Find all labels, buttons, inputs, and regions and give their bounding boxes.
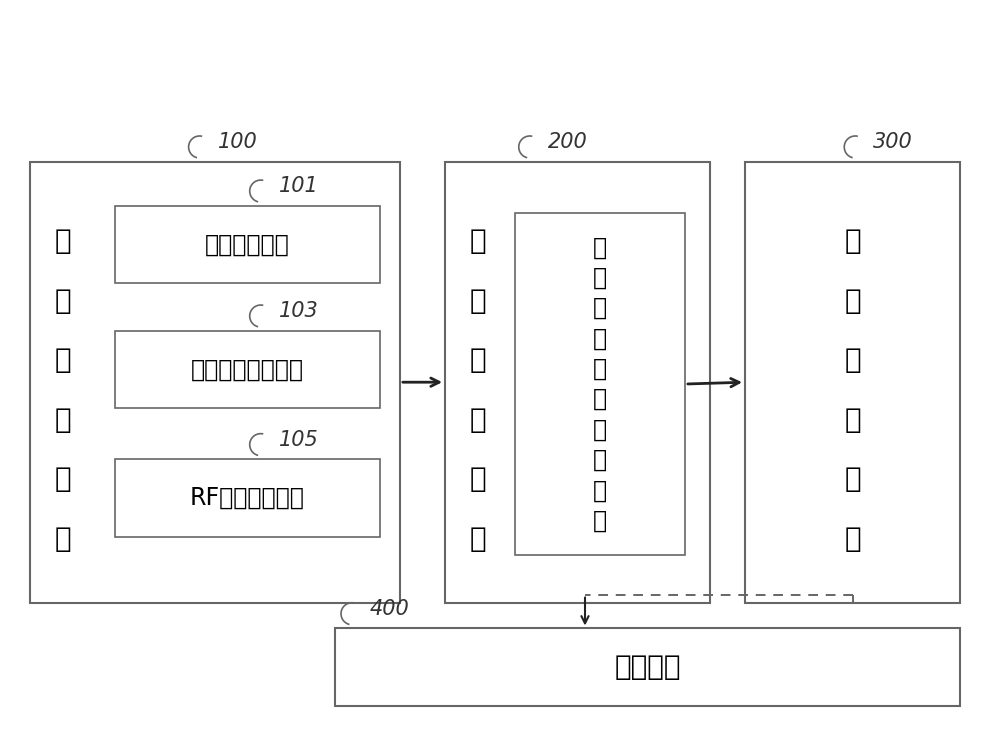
Text: 监: 监 [593, 417, 607, 442]
Bar [115, 459, 380, 537]
Text: 块: 块 [470, 525, 486, 553]
Text: 量: 量 [593, 387, 607, 411]
Text: 数: 数 [470, 227, 486, 255]
Text: 101: 101 [279, 176, 318, 196]
Text: 化: 化 [593, 326, 607, 351]
Text: 模: 模 [470, 465, 486, 493]
Text: 电压监测单元: 电压监测单元 [205, 232, 290, 257]
Bar [515, 213, 685, 555]
Text: 理: 理 [470, 406, 486, 434]
Bar [30, 162, 400, 603]
Text: 据: 据 [844, 287, 861, 315]
Text: 块: 块 [844, 525, 861, 553]
Text: 数: 数 [844, 227, 861, 255]
Text: 出: 出 [844, 406, 861, 434]
Text: 模: 模 [844, 465, 861, 493]
Text: RF电流监测单元: RF电流监测单元 [190, 486, 305, 510]
Text: 数: 数 [55, 227, 71, 255]
Bar [445, 162, 710, 603]
Text: 输: 输 [844, 346, 861, 374]
Text: 100: 100 [218, 132, 257, 152]
Text: 刺激电流监测单元: 刺激电流监测单元 [191, 357, 304, 381]
Text: 时: 时 [593, 235, 607, 259]
Bar [115, 331, 380, 408]
Text: 103: 103 [279, 301, 318, 321]
Bar [745, 162, 960, 603]
Text: 间: 间 [593, 266, 607, 290]
Bar [115, 206, 380, 283]
Text: 处: 处 [470, 346, 486, 374]
Text: 400: 400 [370, 599, 410, 619]
Text: 300: 300 [873, 132, 913, 152]
Bar [335, 628, 960, 706]
Text: 105: 105 [279, 430, 318, 450]
Text: 显示模块: 显示模块 [614, 653, 681, 681]
Text: 增: 增 [593, 357, 607, 381]
Text: 测: 测 [593, 448, 607, 472]
Text: 获: 获 [55, 346, 71, 374]
Text: 单: 单 [593, 478, 607, 502]
Text: 变: 变 [593, 296, 607, 320]
Text: 块: 块 [55, 525, 71, 553]
Text: 取: 取 [55, 406, 71, 434]
Text: 元: 元 [593, 509, 607, 533]
Text: 模: 模 [55, 465, 71, 493]
Text: 200: 200 [548, 132, 588, 152]
Text: 据: 据 [55, 287, 71, 315]
Text: 据: 据 [470, 287, 486, 315]
